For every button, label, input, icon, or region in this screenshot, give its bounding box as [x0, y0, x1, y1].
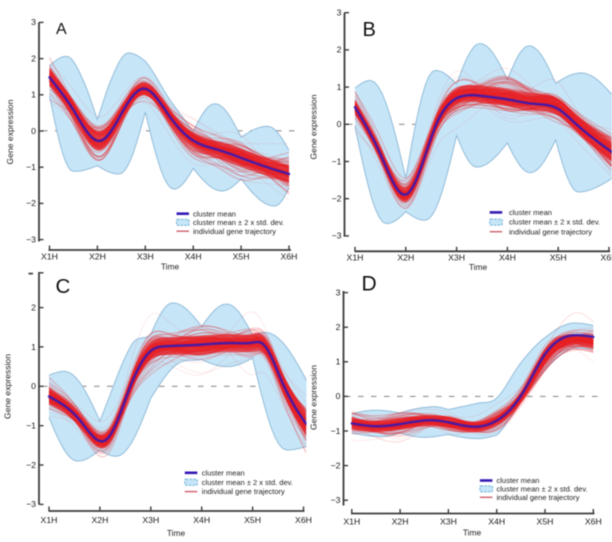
- svg-text:X4H: X4H: [193, 515, 210, 525]
- svg-text:A: A: [56, 21, 67, 38]
- svg-text:2: 2: [336, 322, 341, 332]
- svg-text:X3H: X3H: [137, 252, 154, 262]
- svg-text:X4H: X4H: [185, 252, 202, 262]
- svg-text:0: 0: [31, 126, 36, 136]
- svg-text:0: 0: [336, 391, 341, 401]
- svg-text:X3H: X3H: [440, 517, 457, 527]
- svg-text:cluster mean: cluster mean: [193, 209, 236, 218]
- svg-text:1: 1: [31, 90, 36, 100]
- svg-text:X6H: X6H: [281, 252, 298, 262]
- svg-text:0: 0: [31, 381, 36, 391]
- svg-text:−1: −1: [332, 156, 342, 166]
- svg-text:1: 1: [31, 342, 36, 352]
- svg-text:X4H: X4H: [488, 517, 505, 527]
- svg-text:individual gene trajectory: individual gene trajectory: [509, 227, 592, 236]
- svg-text:X2H: X2H: [89, 252, 106, 262]
- svg-text:2: 2: [31, 302, 36, 312]
- svg-text:2: 2: [31, 53, 36, 63]
- svg-text:X1H: X1H: [347, 253, 364, 263]
- svg-text:X6H: X6H: [585, 517, 602, 527]
- svg-text:cluster mean: cluster mean: [202, 468, 245, 477]
- svg-text:individual gene trajectory: individual gene trajectory: [193, 227, 276, 236]
- svg-text:X2H: X2H: [91, 515, 108, 525]
- svg-text:X2H: X2H: [392, 517, 409, 527]
- svg-text:Gene expression: Gene expression: [3, 354, 13, 419]
- svg-text:X3H: X3H: [448, 253, 465, 263]
- svg-text:cluster mean ± 2 x std. dev.: cluster mean ± 2 x std. dev.: [202, 478, 293, 487]
- svg-text:3: 3: [337, 8, 342, 18]
- svg-text:3: 3: [31, 17, 36, 27]
- svg-text:0: 0: [337, 119, 342, 129]
- svg-text:Time: Time: [167, 528, 186, 538]
- svg-text:individual gene trajectory: individual gene trajectory: [202, 487, 285, 496]
- svg-text:X4H: X4H: [499, 253, 516, 263]
- svg-text:−3: −3: [331, 495, 341, 505]
- svg-text:D: D: [362, 272, 377, 295]
- svg-text:−3: −3: [26, 234, 36, 244]
- svg-text:cluster mean: cluster mean: [497, 476, 540, 485]
- svg-text:Time: Time: [463, 528, 482, 538]
- svg-text:cluster mean ± 2 x std. dev.: cluster mean ± 2 x std. dev.: [497, 485, 588, 494]
- svg-text:X5H: X5H: [537, 517, 554, 527]
- svg-text:−3: −3: [26, 499, 36, 509]
- svg-text:C: C: [56, 275, 71, 298]
- svg-text:X1H: X1H: [41, 252, 58, 262]
- svg-text:−2: −2: [332, 194, 342, 204]
- svg-text:Gene expression: Gene expression: [309, 94, 319, 159]
- svg-text:−2: −2: [26, 198, 36, 208]
- svg-text:Time: Time: [469, 262, 488, 272]
- svg-text:cluster mean: cluster mean: [509, 208, 552, 217]
- svg-text:X6H: X6H: [601, 253, 612, 263]
- svg-text:Gene expression: Gene expression: [309, 365, 319, 430]
- svg-text:−3: −3: [332, 231, 342, 241]
- svg-text:X2H: X2H: [397, 253, 414, 263]
- svg-text:−2: −2: [331, 460, 341, 470]
- svg-text:X5H: X5H: [244, 515, 261, 525]
- svg-text:−1: −1: [26, 421, 36, 431]
- svg-text:X6H: X6H: [295, 515, 312, 525]
- svg-text:2: 2: [337, 45, 342, 55]
- svg-text:1: 1: [336, 357, 341, 367]
- svg-text:B: B: [363, 19, 376, 41]
- svg-text:−1: −1: [26, 162, 36, 172]
- svg-text:Time: Time: [161, 261, 180, 271]
- svg-text:cluster mean ± 2 x std. dev.: cluster mean ± 2 x std. dev.: [193, 218, 284, 227]
- svg-text:1: 1: [337, 82, 342, 92]
- svg-text:−2: −2: [26, 460, 36, 470]
- svg-text:−1: −1: [331, 426, 341, 436]
- svg-text:Gene expression: Gene expression: [5, 99, 15, 164]
- svg-text:cluster mean ± 2 x std. dev.: cluster mean ± 2 x std. dev.: [509, 218, 600, 227]
- svg-text:3: 3: [336, 287, 341, 297]
- svg-text:individual gene trajectory: individual gene trajectory: [497, 493, 580, 502]
- svg-text:X1H: X1H: [41, 515, 58, 525]
- svg-text:X1H: X1H: [343, 517, 360, 527]
- svg-text:X5H: X5H: [233, 252, 250, 262]
- svg-text:X3H: X3H: [142, 515, 159, 525]
- svg-text:X5H: X5H: [550, 253, 567, 263]
